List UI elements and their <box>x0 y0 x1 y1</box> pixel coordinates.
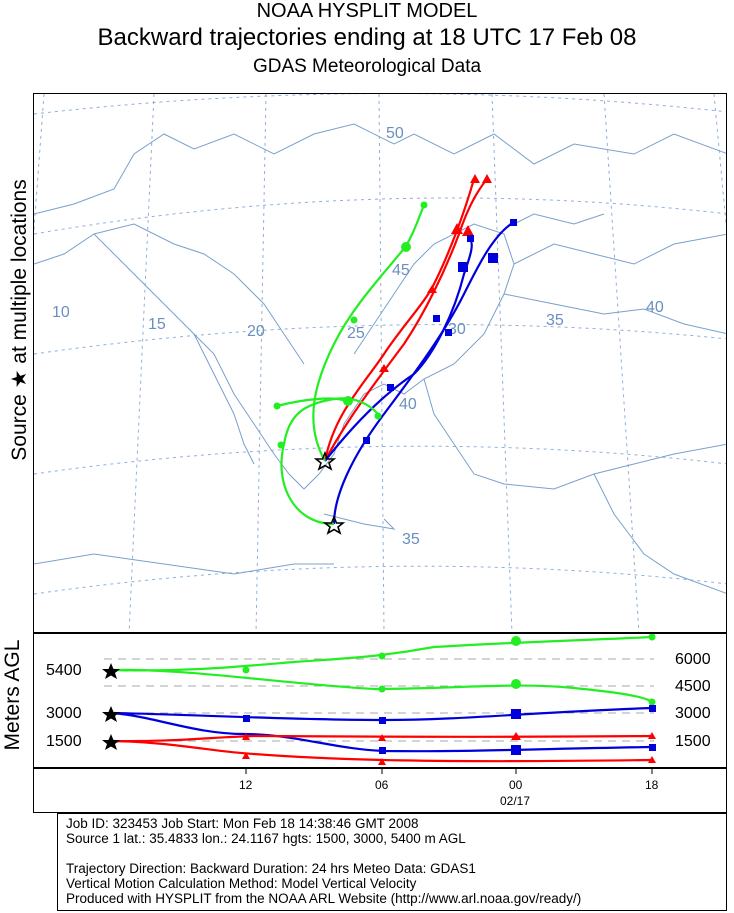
height-right-6000: 6000 <box>675 651 711 668</box>
time-axis: 12 06 00 18 02/17 <box>33 768 727 813</box>
lat-label-40: 40 <box>399 396 417 413</box>
job-info-line: Job ID: 323453 Job Start: Mon Feb 18 14:… <box>66 816 419 831</box>
lon-label-15: 15 <box>148 316 166 333</box>
height-source-stars <box>102 663 120 750</box>
height-markers <box>242 633 656 765</box>
chart-title: NOAA HYSPLIT MODEL <box>256 0 478 22</box>
lon-label-10: 10 <box>52 304 70 321</box>
vertical-motion-line: Vertical Motion Calculation Method: Mode… <box>66 876 417 891</box>
time-tick-18: 18 <box>645 778 659 792</box>
time-tick-06: 06 <box>375 778 389 792</box>
trajectory-green-5400-a <box>312 204 426 462</box>
lat-label-35: 35 <box>402 531 420 548</box>
height-right-1500: 1500 <box>675 733 711 750</box>
lon-label-25: 25 <box>347 325 365 342</box>
trajectory-info-line: Trajectory Direction: Backward Duration:… <box>66 861 476 876</box>
lon-label-20: 20 <box>247 323 265 340</box>
trajectory-markers <box>273 174 517 449</box>
time-axis-date: 02/17 <box>500 794 531 808</box>
time-tick-00: 00 <box>509 778 523 792</box>
trajectory-blue-3000-a <box>324 238 473 462</box>
height-right-4500: 4500 <box>675 678 711 695</box>
source-star-icon <box>322 514 346 535</box>
height-left-5400: 5400 <box>46 662 82 679</box>
source-info-line: Source 1 lat.: 35.4833 lon.: 24.1167 hgt… <box>66 831 466 846</box>
source-star-icon <box>313 450 337 471</box>
trajectory-green-5400-b <box>276 397 379 526</box>
trajectory-blue-3000-b <box>332 221 515 525</box>
height-left-3000: 3000 <box>46 705 82 722</box>
vertical-profile-panel: 5400 3000 1500 6000 4500 3000 1500 <box>33 633 727 768</box>
lat-label-45: 45 <box>392 262 410 279</box>
chart-subtitle: Backward trajectories ending at 18 UTC 1… <box>97 24 637 51</box>
trajectory-map: 50 45 40 35 10 15 20 25 30 35 40 <box>33 93 727 633</box>
graticule-labels: 50 45 40 35 10 15 20 25 30 35 40 <box>52 125 664 548</box>
trajectories <box>276 178 515 526</box>
height-right-3000: 3000 <box>675 705 711 722</box>
map-svg: 50 45 40 35 10 15 20 25 30 35 40 <box>34 94 726 632</box>
time-tick-12: 12 <box>239 778 253 792</box>
height-gridlines <box>104 658 654 742</box>
trajectory-red-1500-b <box>324 178 488 462</box>
vertical-profile-svg <box>102 633 656 765</box>
lat-label-50: 50 <box>386 125 404 142</box>
job-info-panel: Job ID: 323453 Job Start: Mon Feb 18 14:… <box>57 813 727 911</box>
meters-agl-label: Meters AGL <box>1 639 24 751</box>
height-left-1500: 1500 <box>46 733 82 750</box>
graticule <box>34 94 726 632</box>
time-ticks-svg <box>245 769 653 774</box>
data-source-label: GDAS Meteorological Data <box>252 56 482 77</box>
lon-label-30: 30 <box>448 321 466 338</box>
source-stars <box>313 450 346 535</box>
lon-label-40: 40 <box>646 299 664 316</box>
lon-label-35: 35 <box>546 312 564 329</box>
produced-with-line: Produced with HYSPLIT from the NOAA ARL … <box>66 891 582 906</box>
